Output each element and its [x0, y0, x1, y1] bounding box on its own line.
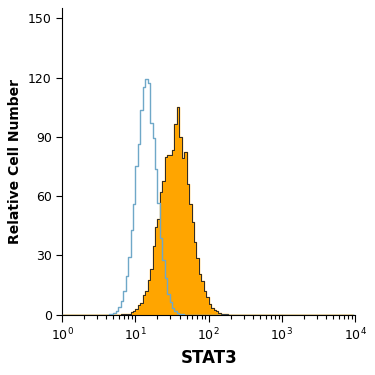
Y-axis label: Relative Cell Number: Relative Cell Number — [8, 79, 22, 244]
X-axis label: STAT3: STAT3 — [180, 349, 237, 367]
